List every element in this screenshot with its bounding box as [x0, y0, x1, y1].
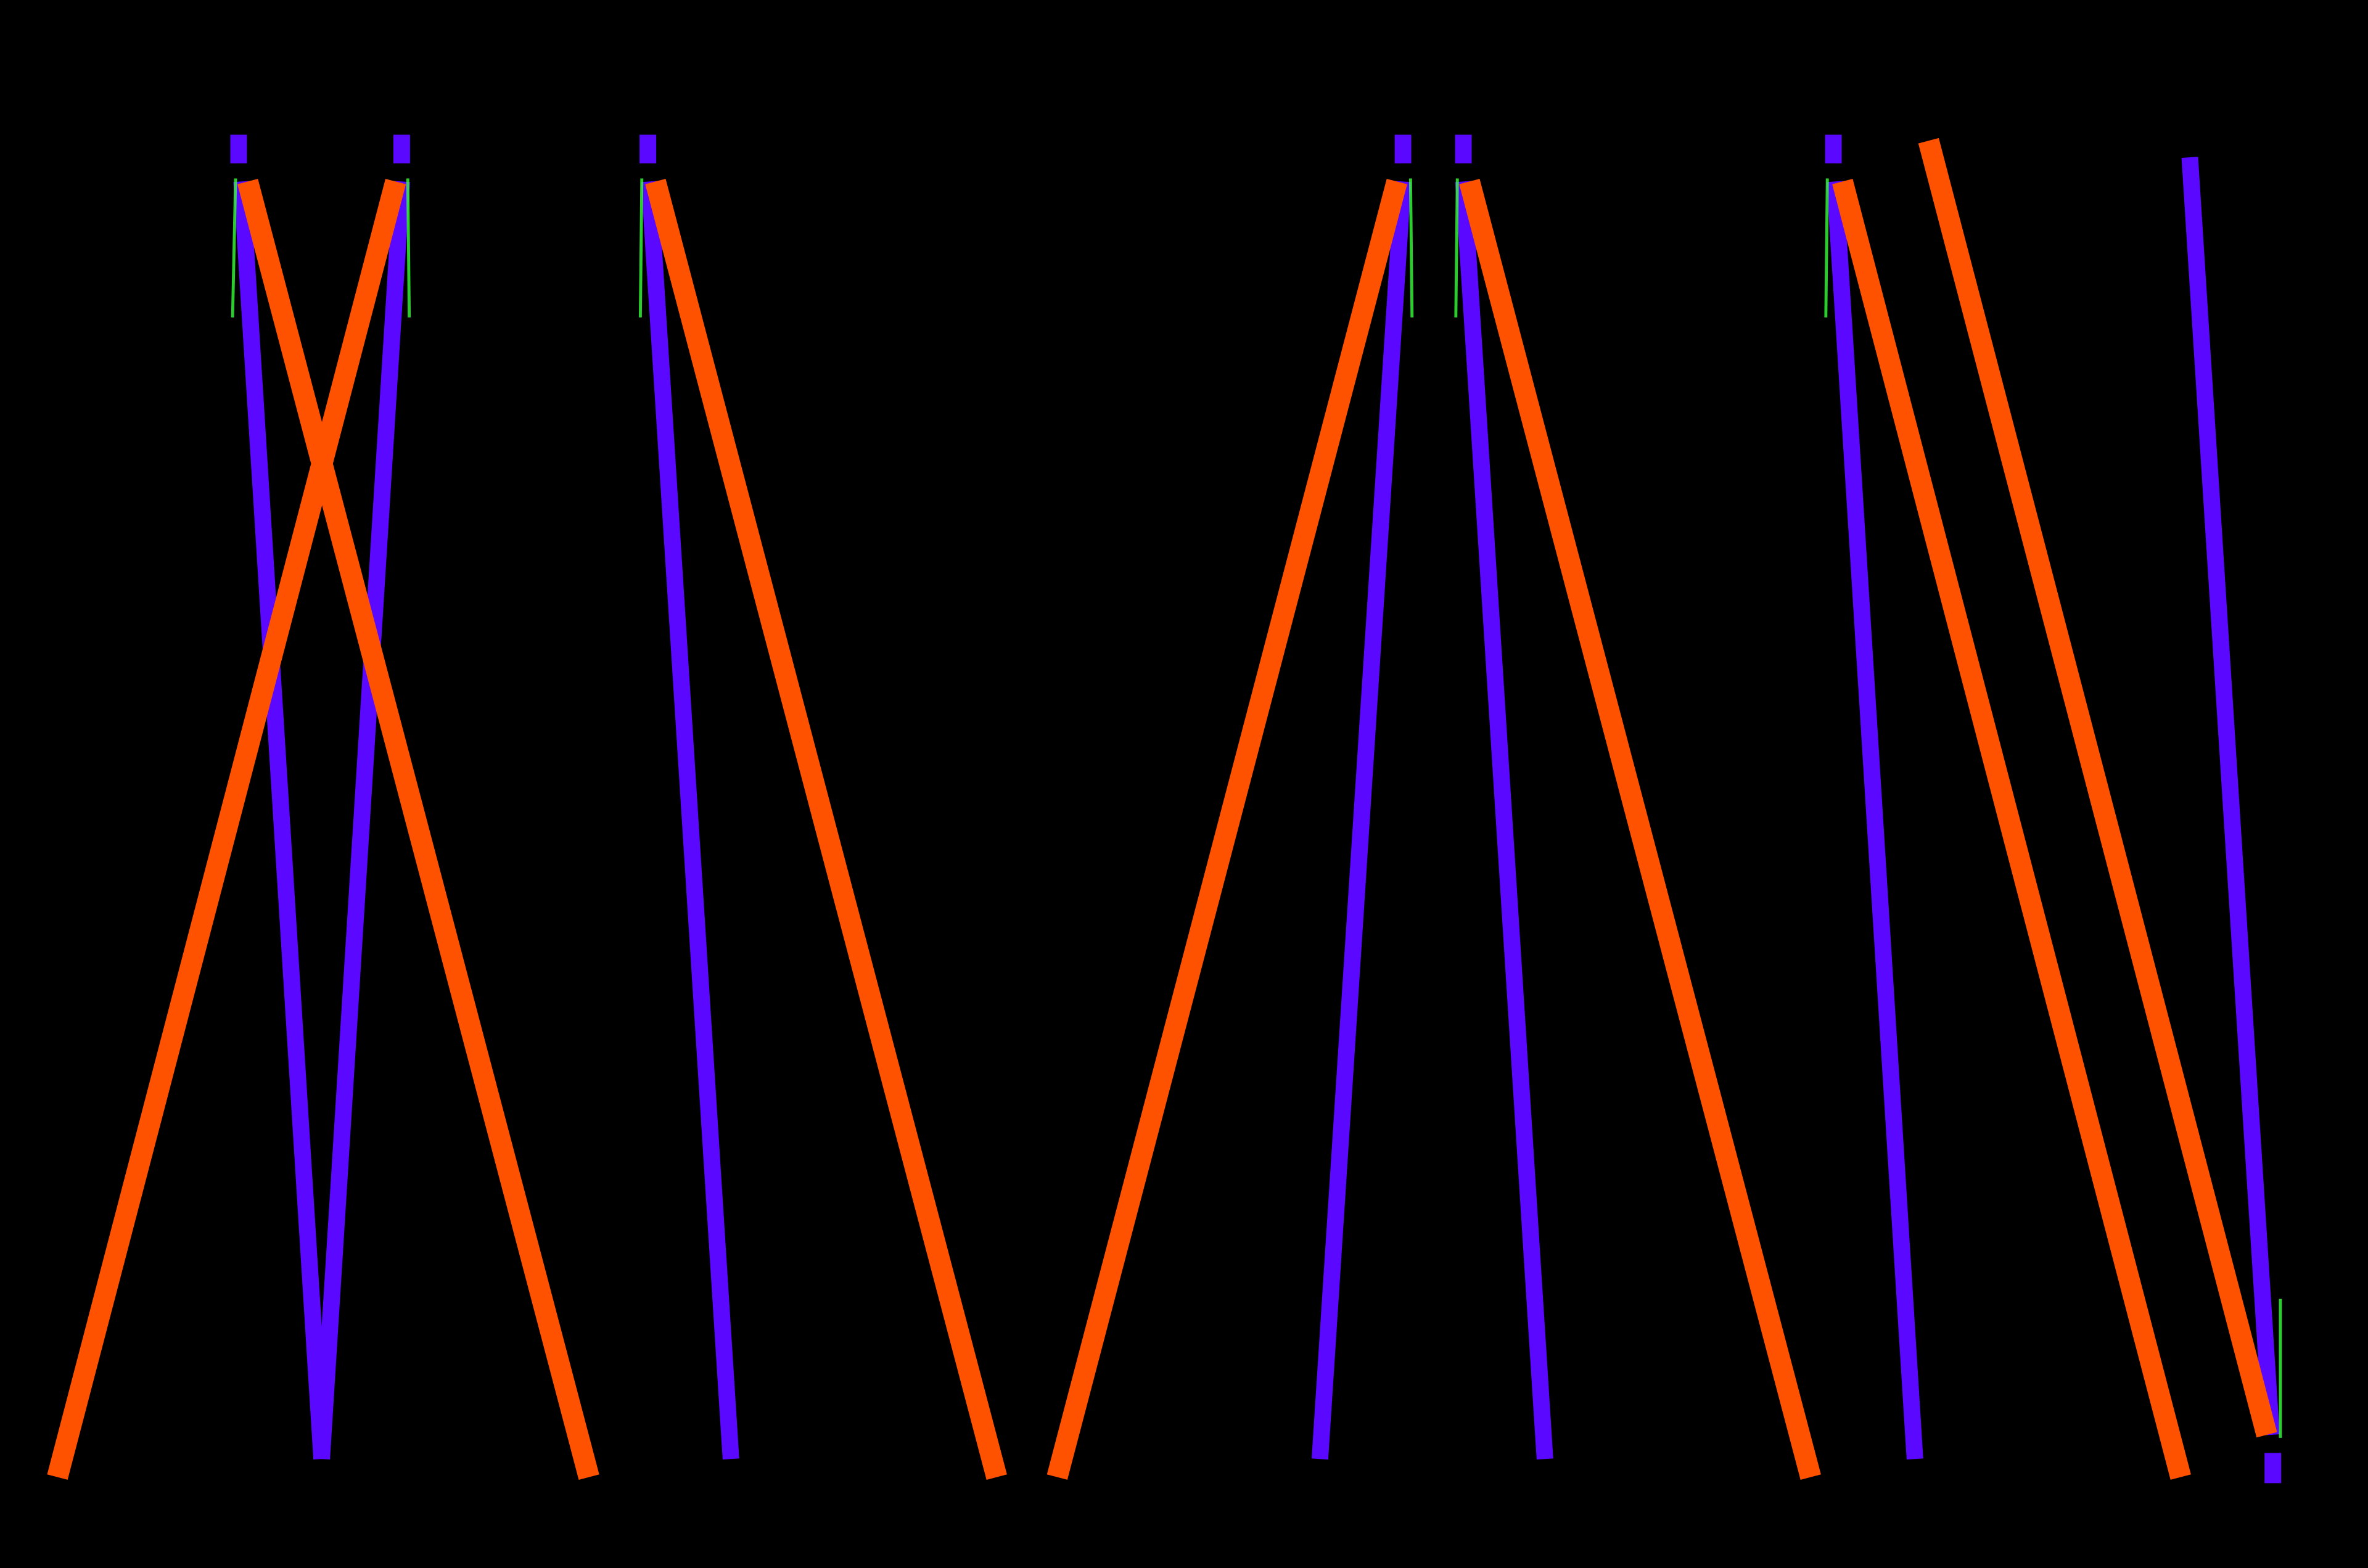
orange-tube	[1832, 179, 2191, 1480]
orange-tubes	[47, 138, 2277, 1480]
blue-tubes	[233, 157, 2280, 1460]
green-edge	[638, 178, 644, 318]
blue-tube	[233, 181, 331, 1460]
blue-tube	[1827, 181, 1923, 1460]
blue-tube	[1455, 181, 1553, 1460]
blue-tube	[1311, 181, 1412, 1460]
orange-tube	[1459, 178, 1821, 1480]
orange-tube	[237, 178, 599, 1480]
blue-stubs	[230, 134, 2282, 1484]
green-edge	[1454, 178, 1459, 318]
green-edges	[231, 178, 2282, 1438]
green-edge	[231, 178, 237, 318]
orange-tube	[645, 178, 1007, 1480]
blue-tube	[2181, 157, 2280, 1435]
blue-tube	[641, 181, 739, 1460]
orange-tube	[1918, 138, 2277, 1438]
orange-tube	[1046, 179, 1407, 1480]
green-edge	[1408, 178, 1414, 318]
green-edge	[1824, 178, 1829, 318]
blue-tube	[313, 181, 410, 1460]
orange-tube	[47, 179, 406, 1480]
green-edge	[406, 178, 411, 318]
